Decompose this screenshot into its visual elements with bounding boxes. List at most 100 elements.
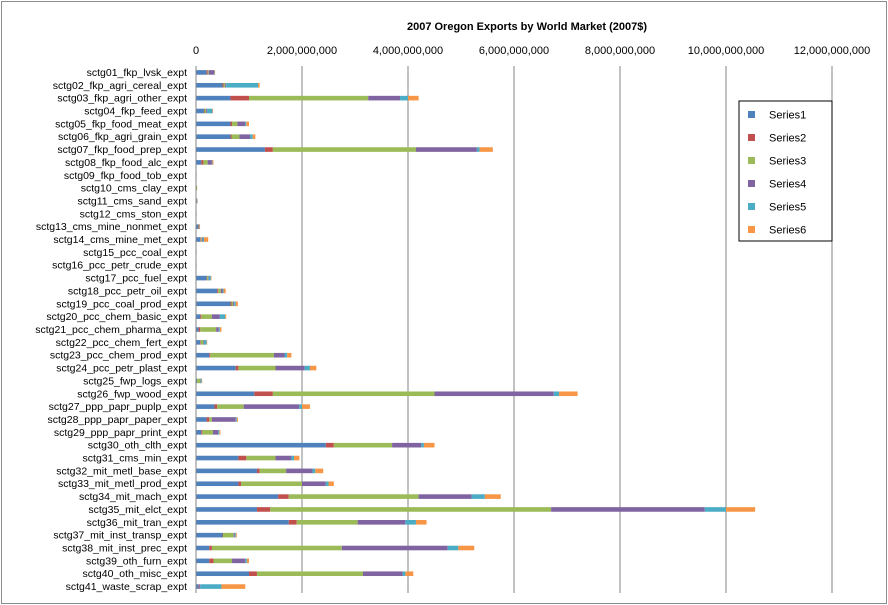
bar-segment-series6 — [219, 430, 221, 435]
bar-segment-series6 — [415, 520, 427, 525]
category-label: sctg23_pcc_chem_prod_expt — [50, 350, 187, 362]
bar-segment-series2 — [201, 160, 204, 165]
x-tick-label: 0 — [193, 45, 199, 57]
bar-segment-series6 — [559, 391, 578, 397]
bar-segment-series5 — [284, 352, 288, 358]
bar-segment-series2 — [230, 301, 232, 307]
bar-segment-series5 — [400, 95, 408, 101]
bar-segment-series6 — [458, 545, 475, 551]
bar-segment-series4 — [368, 95, 401, 101]
bar-segment-series4 — [239, 134, 251, 139]
bar-segment-series5 — [250, 134, 253, 139]
bar-segment-series1 — [196, 314, 201, 319]
legend-label: Series3 — [769, 156, 806, 168]
category-label: sctg12_cms_ston_expt — [80, 208, 187, 220]
bar-segment-series4 — [273, 352, 285, 358]
bar-segment-series4 — [275, 365, 305, 371]
bar-segment-series5 — [234, 301, 236, 307]
bar-segment-series1 — [196, 545, 210, 551]
bar-segment-series6 — [315, 468, 324, 474]
category-labels: sctg01_fkp_lvsk_exptsctg02_fkp_agri_cere… — [35, 67, 187, 593]
bar-segment-series1 — [196, 494, 279, 499]
category-label: sctg39_oth_furn_expt — [86, 555, 187, 567]
bar-segment-series2 — [206, 70, 208, 75]
category-label: sctg03_fkp_agri_other_expt — [57, 93, 187, 105]
category-label: sctg24_pcc_petr_plast_expt — [56, 363, 187, 375]
bar-segment-series5 — [447, 545, 459, 551]
bar-segment-series4 — [206, 108, 208, 114]
x-tick-label: 2,000,000,000 — [267, 45, 337, 57]
bar-segment-series2 — [206, 275, 208, 281]
bar-segment-series2 — [209, 545, 212, 551]
bar-segment-series2 — [209, 352, 211, 358]
bar-segment-series5 — [299, 404, 302, 409]
bar-segment-series6 — [484, 494, 501, 499]
bar-segment-series1 — [196, 571, 249, 577]
bar-segment-series3 — [259, 468, 287, 474]
bar-segment-series6 — [223, 288, 226, 294]
bar-segment-series6 — [258, 82, 260, 88]
bar-segment-series5 — [218, 430, 220, 435]
bar-segment-series6 — [423, 442, 435, 448]
bar-segment-series6 — [309, 365, 317, 371]
bar-segment-series1 — [196, 160, 202, 165]
legend-label: Series4 — [769, 179, 806, 191]
bar-segment-series1 — [196, 288, 218, 294]
bar-segment-series4 — [232, 558, 246, 564]
bar-segment-series5 — [202, 237, 204, 242]
legend-swatch — [748, 180, 755, 187]
bar-segment-series6 — [408, 95, 419, 101]
bar-segment-series3 — [249, 95, 369, 101]
x-tick-label: 8,000,000,000 — [585, 45, 655, 57]
category-label: sctg28_ppp_papr_paper_expt — [47, 414, 187, 426]
category-label: sctg29_ppp_papr_print_expt — [54, 427, 187, 439]
x-tick-label: 12,000,000,000 — [794, 45, 870, 57]
bar-segment-series1 — [196, 108, 204, 114]
bar-segment-series6 — [405, 571, 414, 577]
legend-swatch — [748, 203, 755, 210]
bar-segment-series4 — [216, 327, 219, 332]
bar-segment-series6 — [225, 314, 227, 319]
bar-segment-series4 — [225, 82, 227, 88]
bar-segment-series1 — [196, 121, 231, 127]
bar-segment-series3 — [256, 571, 363, 577]
bar-segment-series4 — [220, 288, 223, 294]
bar-segment-series1 — [196, 82, 223, 88]
bar-segment-series4 — [415, 147, 477, 152]
bar-segment-series6 — [219, 327, 222, 332]
category-label: sctg41_waste_scrap_expt — [66, 581, 187, 593]
bar-segment-series6 — [479, 147, 493, 152]
bar-segment-series3 — [200, 340, 204, 345]
bar-segment-series3 — [209, 417, 212, 422]
category-label: sctg31_cms_min_expt — [83, 453, 188, 465]
bar-segment-series1 — [196, 468, 257, 474]
bar-segment-series3 — [231, 301, 234, 307]
bar-segment-series5 — [214, 70, 215, 75]
bar-segment-series1 — [196, 224, 199, 229]
category-label: sctg04_fkp_feed_expt — [84, 105, 187, 117]
bar-segment-series3 — [296, 520, 358, 525]
bar-segment-series3 — [203, 160, 208, 165]
bar-segment-series4 — [233, 532, 235, 538]
bar-segment-series3 — [333, 442, 393, 448]
bar-segment-series3 — [232, 121, 238, 127]
bar-segment-series4 — [341, 545, 448, 551]
category-label: sctg02_fkp_agri_cereal_expt — [53, 80, 187, 92]
bar-segment-series6 — [252, 134, 256, 139]
bar-segment-series2 — [198, 327, 201, 332]
bar-segment-series5 — [245, 121, 247, 127]
bar-segment-series5 — [402, 571, 406, 577]
legend-label: Series2 — [769, 133, 806, 145]
bar-segment-series3 — [204, 108, 207, 114]
bar-segment-series6 — [328, 481, 334, 487]
bar-segment-series2 — [256, 507, 271, 512]
x-tick-label: 10,000,000,000 — [688, 45, 764, 57]
bar-segment-series2 — [198, 584, 200, 589]
bar-segment-series1 — [196, 455, 239, 461]
legend-swatch — [748, 157, 755, 164]
bar-segment-series2 — [325, 442, 334, 448]
bar-segment-series1 — [196, 584, 199, 589]
bar-segment-series6 — [214, 70, 216, 75]
bar-segment-series5 — [553, 391, 560, 397]
bar-segment-series1 — [196, 417, 207, 422]
